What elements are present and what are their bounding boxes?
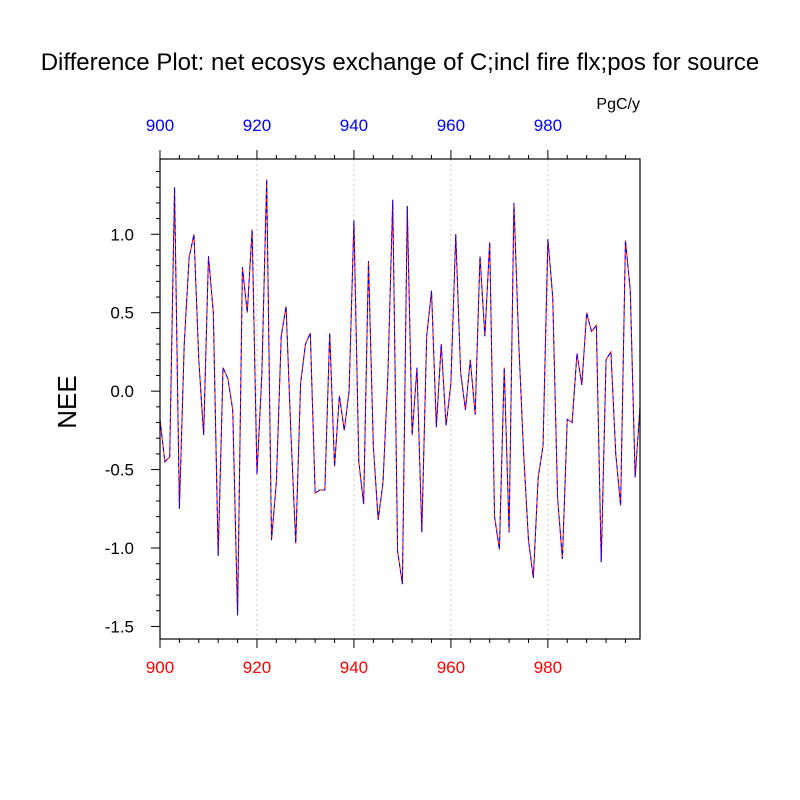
axes: 900 900 920 920 940 940 960 960 980 980 -1.5 -1.0 -0… xyxy=(105,116,626,677)
x-tick-label-top-900: 900 xyxy=(146,116,174,135)
y-tick-label-0: -1.5 xyxy=(105,617,134,636)
x-tick-label-top-920: 920 xyxy=(243,116,271,135)
units-label: PgC/y xyxy=(596,96,640,113)
y-tick-label-3: 0.0 xyxy=(110,382,134,401)
x-tick-label-bottom-920: 920 xyxy=(243,658,271,677)
y-tick-label-1: -1.0 xyxy=(105,539,134,558)
y-axis-label: NEE xyxy=(52,375,82,428)
x-tick-label-bottom-940: 940 xyxy=(340,658,368,677)
x-tick-label-top-960: 960 xyxy=(437,116,465,135)
x-tick-label-bottom-960: 960 xyxy=(437,658,465,677)
x-tick-label-bottom-980: 980 xyxy=(534,658,562,677)
y-tick-label-5: 1.0 xyxy=(110,225,134,244)
series-group xyxy=(159,179,641,616)
series-line-0 xyxy=(159,179,641,616)
x-tick-label-bottom-900: 900 xyxy=(146,658,174,677)
chart-title: Difference Plot: net ecosys exchange of … xyxy=(41,49,760,76)
y-tick-label-2: -0.5 xyxy=(105,461,134,480)
x-tick-label-top-980: 980 xyxy=(534,116,562,135)
plot-area-frame xyxy=(159,158,641,640)
y-tick-label-4: 0.5 xyxy=(110,304,134,323)
series-line-overlay-0 xyxy=(159,179,641,616)
x-tick-label-top-940: 940 xyxy=(340,116,368,135)
